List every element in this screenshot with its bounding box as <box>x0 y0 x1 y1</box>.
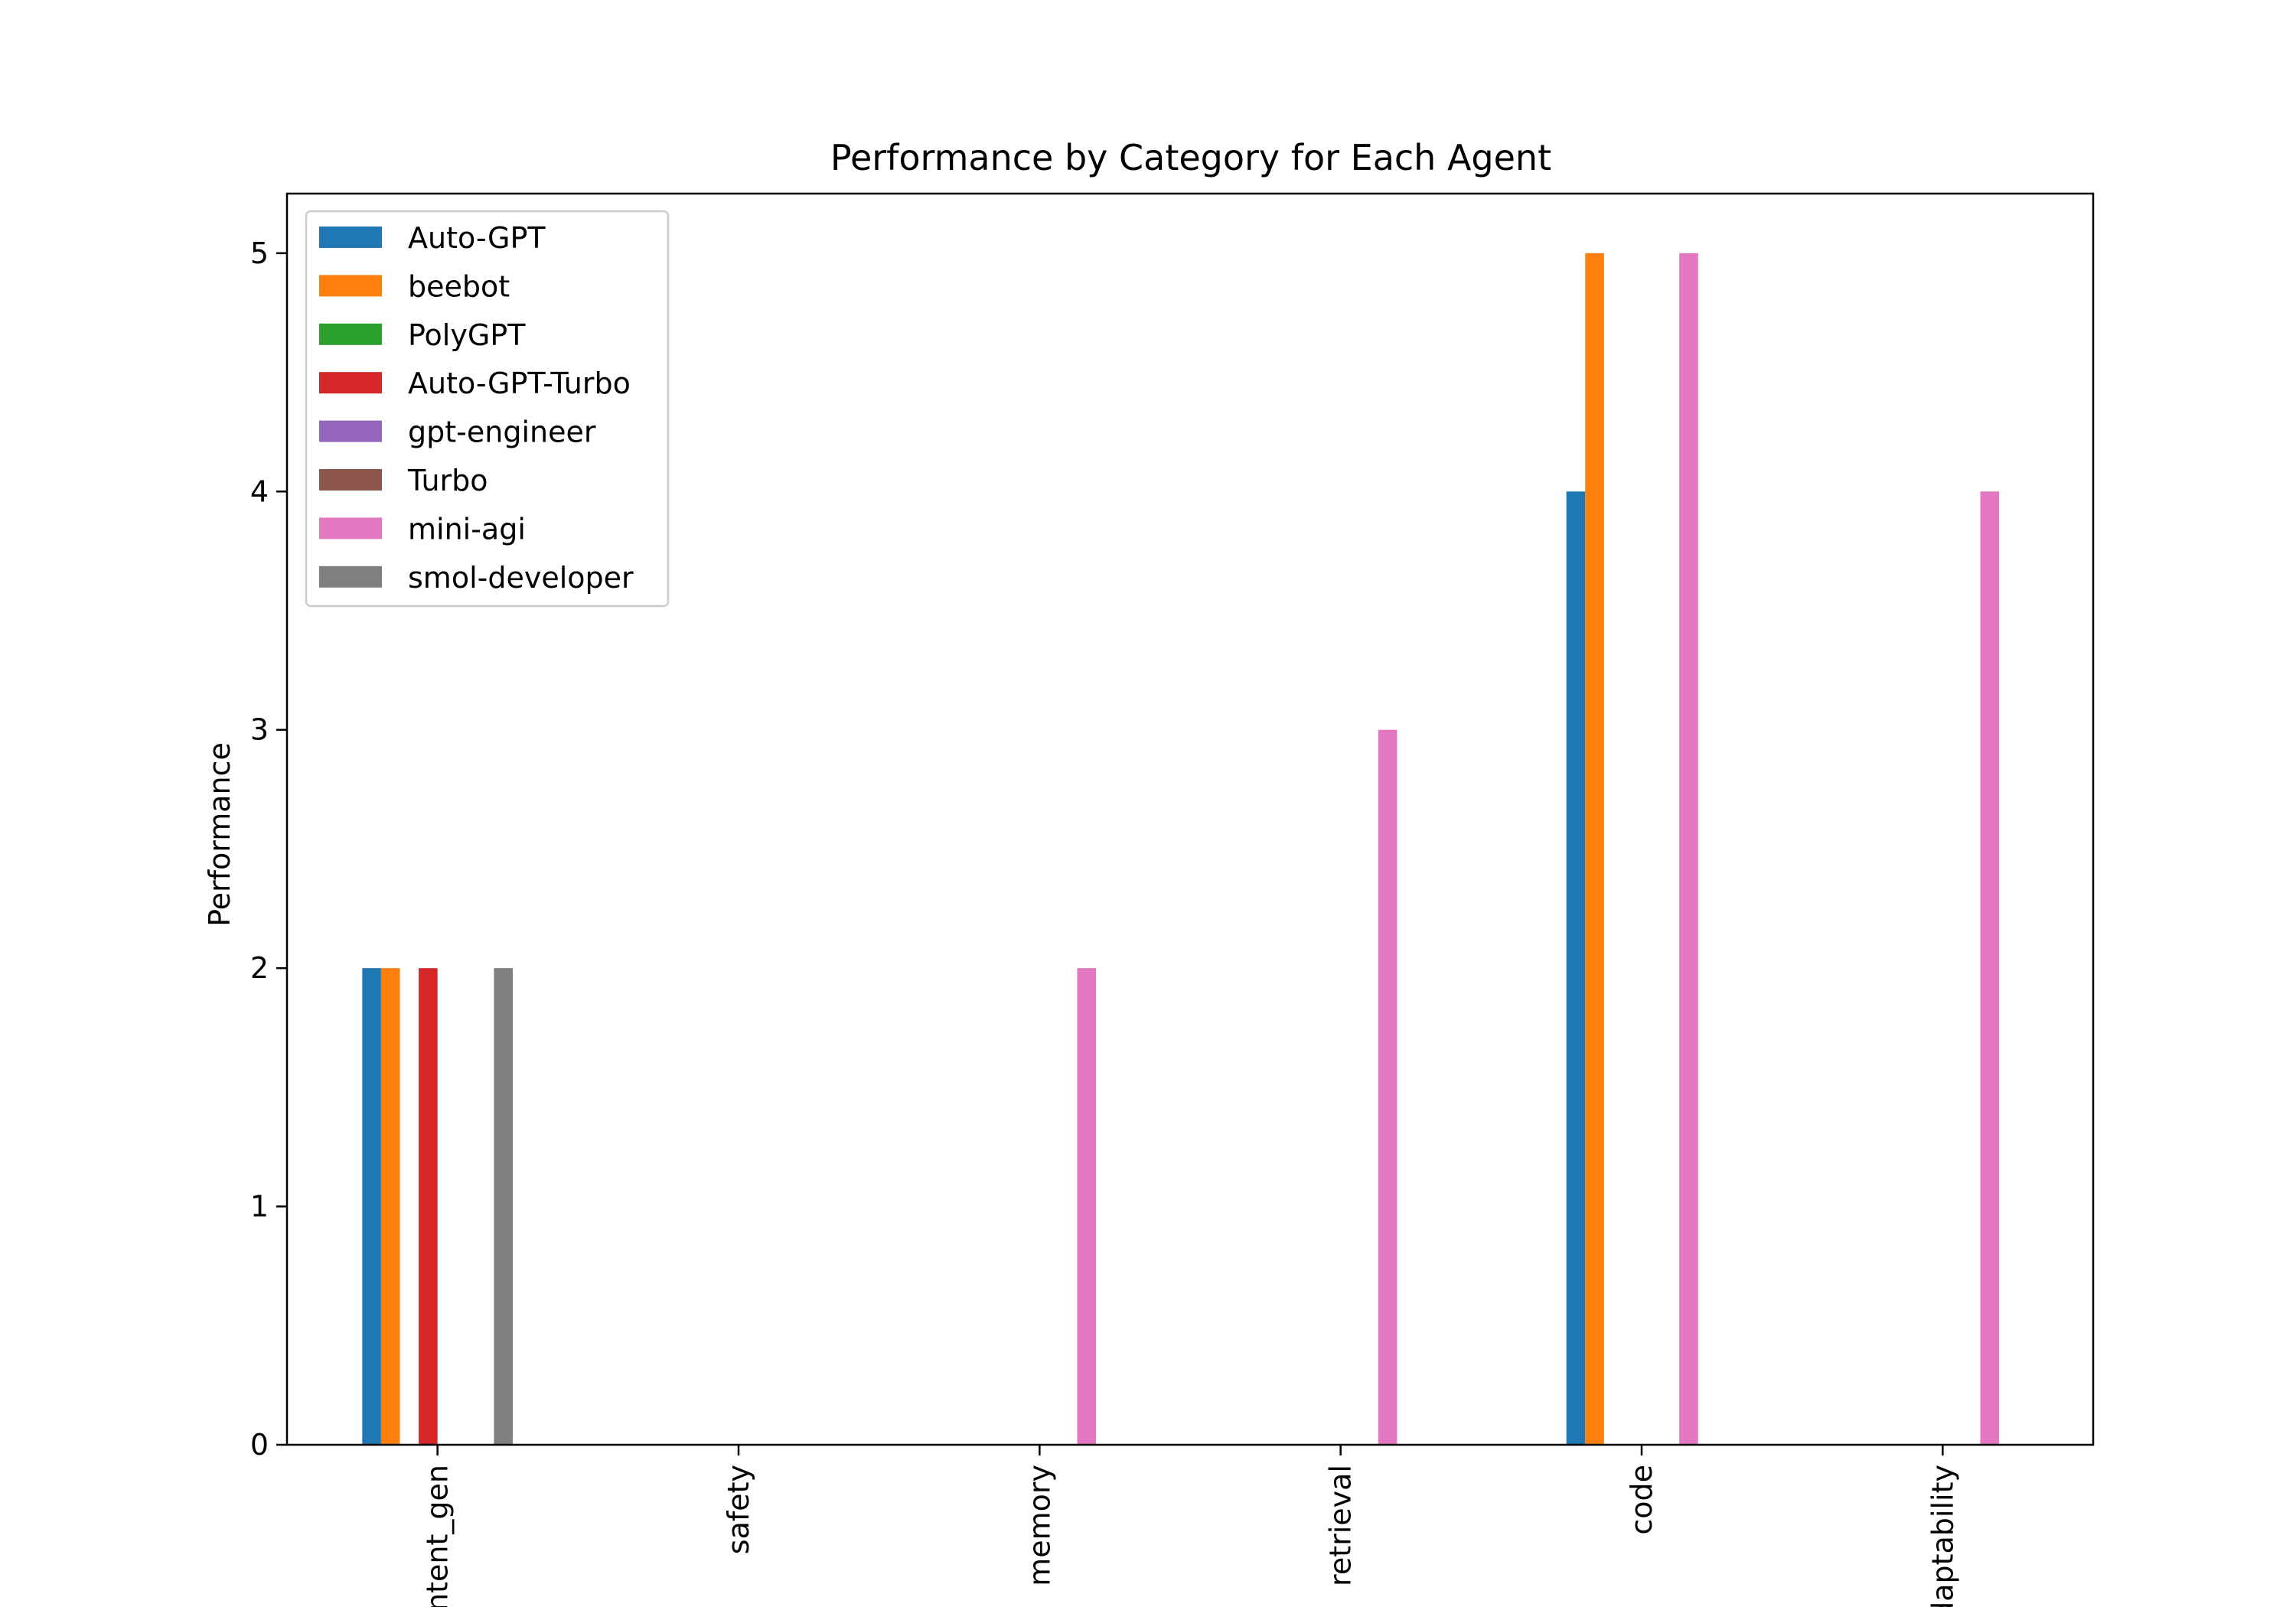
legend-label: mini-agi <box>408 512 526 546</box>
plot-frame <box>285 192 2095 1446</box>
bar-mini-agi-memory <box>1077 968 1097 1445</box>
bars-group <box>362 253 2000 1446</box>
y-tick-label: 2 <box>250 951 269 985</box>
bar-beebot-code <box>1585 253 1604 1445</box>
bar-beebot-content_gen <box>380 968 400 1445</box>
legend-swatch <box>319 323 382 345</box>
legend: Auto-GPT beebot PolyGPT Auto-GPT-Turbo gpt-e… <box>305 210 670 608</box>
legend-swatch <box>319 517 382 539</box>
y-axis-label: Performance <box>203 742 236 927</box>
y-tick-label: 4 <box>250 474 269 508</box>
legend-label: Auto-GPT-Turbo <box>408 367 631 400</box>
legend-swatch <box>319 566 382 588</box>
y-tick-label: 5 <box>250 236 269 270</box>
x-tick-label: code <box>1625 1465 1658 1535</box>
x-axis: content_gen safety memory retrieval code adap… <box>421 1445 1959 1607</box>
legend-label: smol-developer <box>408 561 634 595</box>
legend-label: PolyGPT <box>408 318 526 352</box>
legend-swatch <box>319 227 382 248</box>
y-tick-label: 3 <box>250 713 269 747</box>
bar-Auto-GPT-Turbo-content_gen <box>419 968 438 1445</box>
x-tick-label: safety <box>722 1465 755 1554</box>
bar-Auto-GPT-content_gen <box>362 968 381 1445</box>
bar-mini-agi-adaptability <box>1980 491 2000 1446</box>
y-tick-label: 0 <box>250 1428 269 1462</box>
bar-mini-agi-retrieval <box>1378 729 1397 1445</box>
x-tick-label: content_gen <box>421 1465 455 1607</box>
legend-swatch <box>319 469 382 491</box>
y-tick-label: 1 <box>250 1190 269 1224</box>
legend-label: Turbo <box>407 464 488 497</box>
legend-label: beebot <box>408 269 510 303</box>
x-tick-label: retrieval <box>1324 1465 1358 1586</box>
legend-swatch <box>319 372 382 394</box>
legend-box <box>305 210 670 608</box>
legend-swatch <box>319 420 382 442</box>
legend-swatch <box>319 275 382 297</box>
x-tick-label: adaptability <box>1926 1465 1959 1607</box>
bar-smol-developer-content_gen <box>494 968 513 1445</box>
bar-mini-agi-code <box>1679 253 1698 1445</box>
legend-label: gpt-engineer <box>408 416 596 449</box>
legend-label: Auto-GPT <box>408 221 546 255</box>
chart-title: Performance by Category for Each Agent <box>830 137 1551 178</box>
y-axis: 0 1 2 3 4 5 <box>250 236 287 1462</box>
x-tick-label: memory <box>1022 1465 1056 1586</box>
bar-Auto-GPT-code <box>1566 491 1586 1446</box>
